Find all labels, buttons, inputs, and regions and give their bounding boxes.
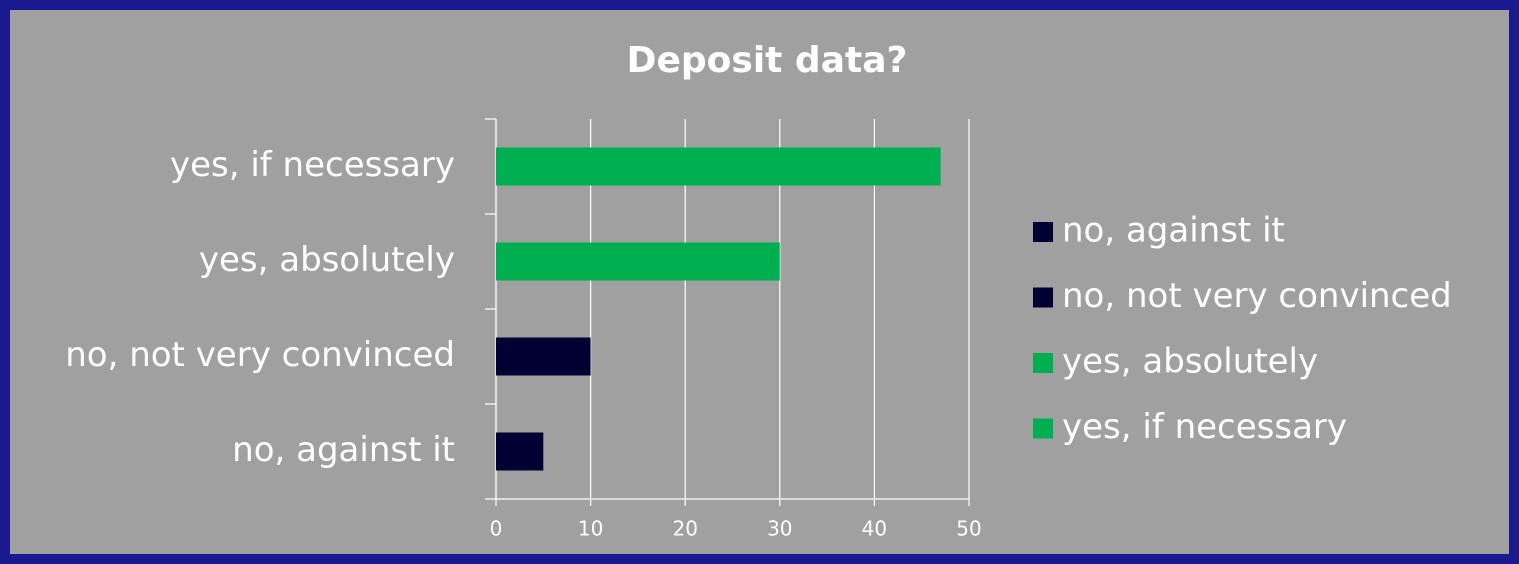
legend-label: no, against it [1062,211,1285,251]
bar [496,432,544,471]
legend-label: yes, if necessary [1062,407,1347,447]
chart-title: Deposit data? [627,40,908,81]
background [10,10,1509,554]
y-tick-label: yes, absolutely [199,240,455,280]
legend-swatch [1033,222,1053,242]
x-tick-label: 30 [767,517,792,541]
y-tick-label: no, against it [232,430,455,470]
bar [496,337,591,376]
legend-label: yes, absolutely [1062,342,1318,382]
x-tick-label: 40 [862,517,887,541]
legend-swatch [1033,287,1053,308]
y-tick-label: no, not very convinced [65,335,455,375]
legend-swatch [1033,418,1053,439]
bar [496,242,780,281]
x-tick-label: 50 [956,517,981,541]
y-tick-label: yes, if necessary [170,145,455,185]
x-tick-label: 20 [672,517,697,541]
legend-label: no, not very convinced [1062,276,1452,316]
legend-swatch [1033,353,1053,373]
x-tick-label: 10 [578,517,603,541]
bar [496,147,941,186]
x-tick-label: 0 [490,517,503,541]
